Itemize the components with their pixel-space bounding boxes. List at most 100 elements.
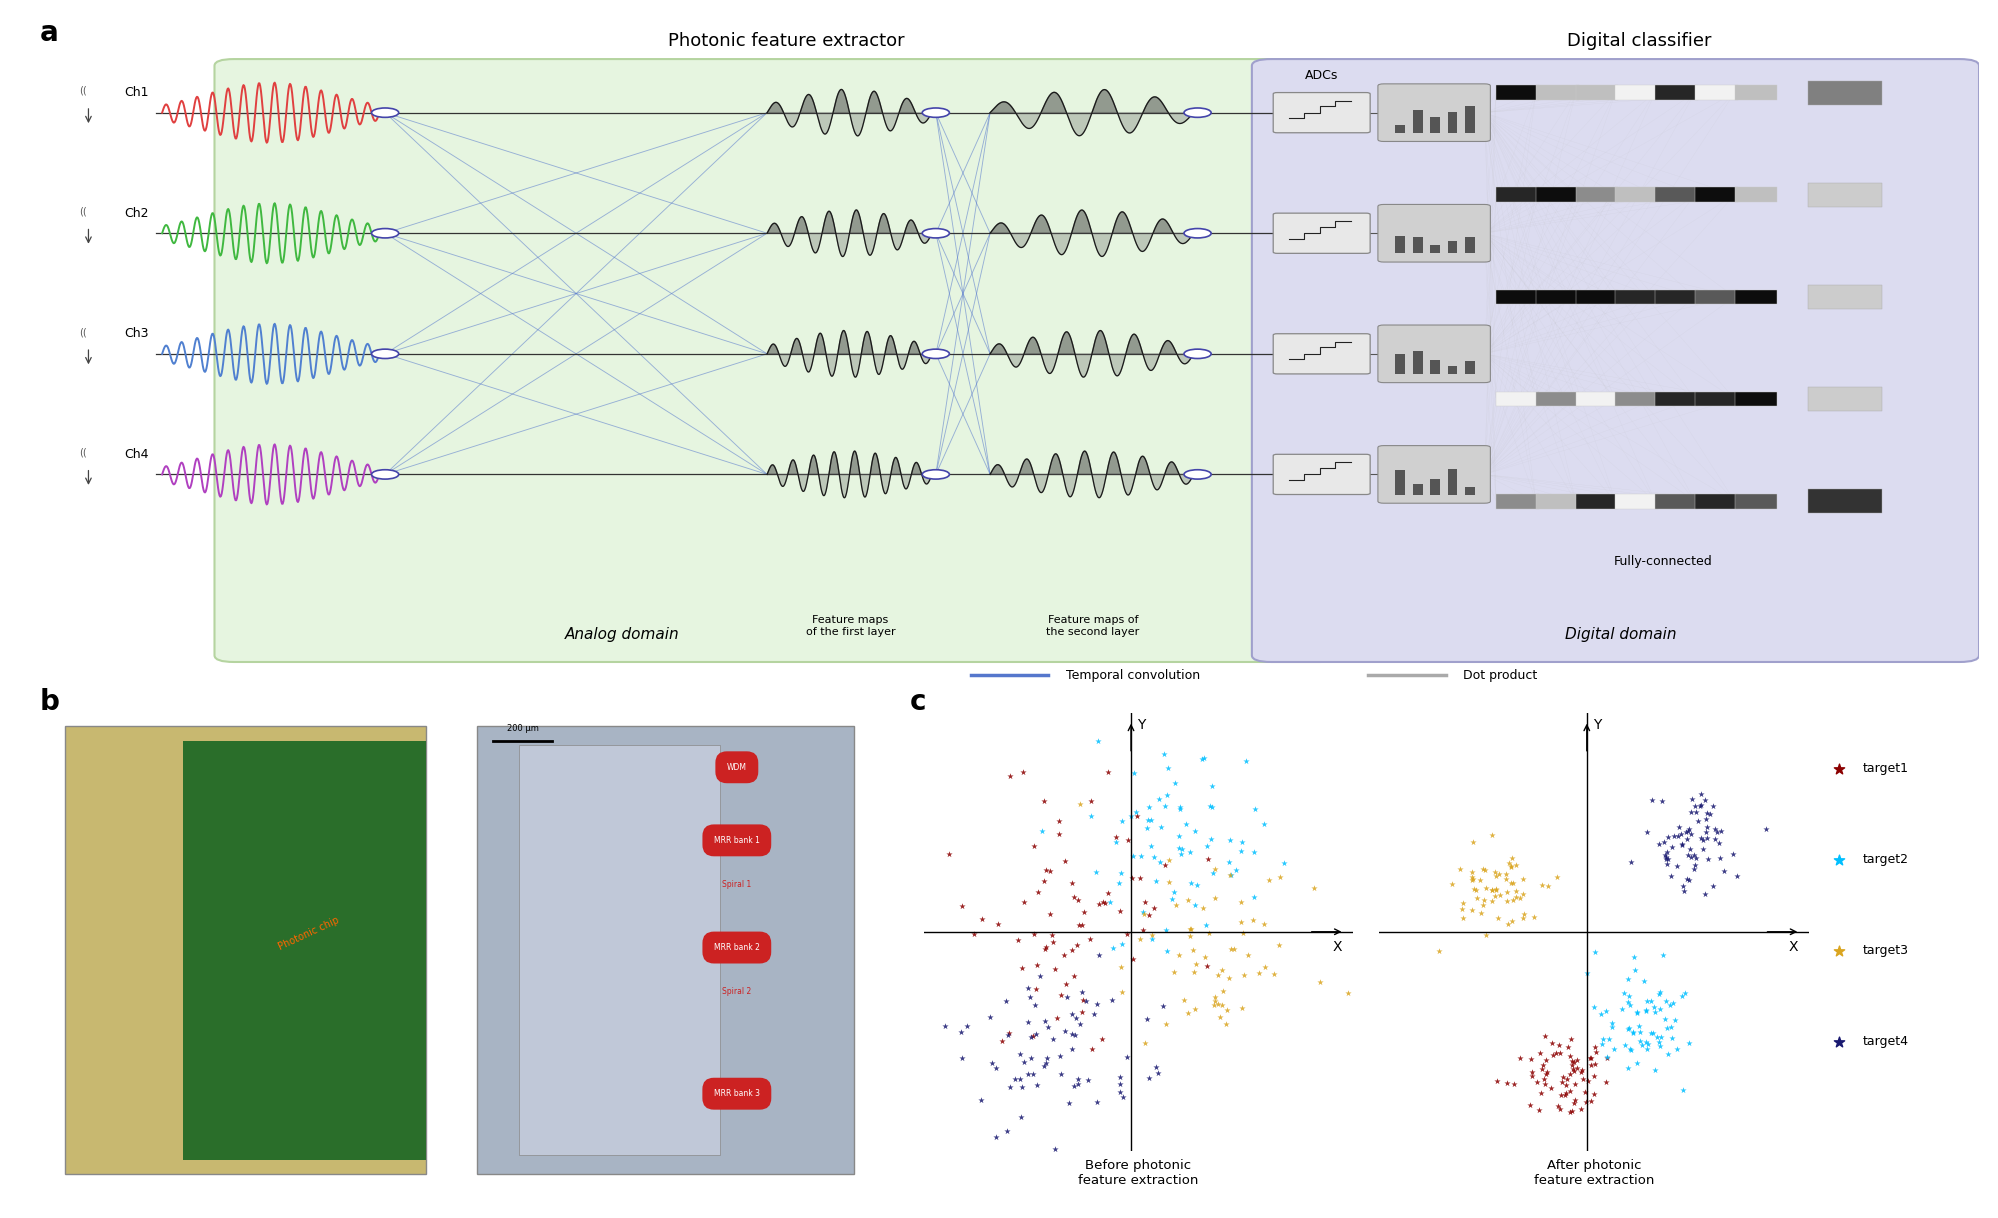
Point	[1029, 1054, 1061, 1073]
Point	[1073, 929, 1105, 949]
Bar	[1574, 290, 1618, 304]
Text: Digital domain: Digital domain	[1564, 627, 1674, 642]
Bar	[1534, 392, 1578, 407]
Point	[1263, 935, 1295, 955]
Point	[1684, 795, 1716, 815]
Bar	[1694, 493, 1736, 509]
Point	[1479, 862, 1510, 882]
Point	[1199, 860, 1231, 879]
Point	[1550, 1075, 1582, 1095]
Circle shape	[372, 229, 398, 238]
Point	[1578, 1037, 1610, 1056]
Point	[1672, 871, 1704, 890]
Point	[1654, 837, 1686, 856]
Point	[1628, 1033, 1660, 1052]
Bar	[1614, 290, 1656, 304]
Point	[1648, 848, 1680, 867]
Point	[1111, 831, 1143, 850]
Bar	[1534, 188, 1578, 202]
Point	[1163, 797, 1195, 816]
Point	[1497, 890, 1528, 910]
Point	[1612, 993, 1644, 1012]
Point	[1576, 998, 1608, 1017]
Text: Ch1: Ch1	[124, 86, 150, 100]
Point	[1103, 1067, 1135, 1086]
Point	[1163, 838, 1195, 857]
Point	[1548, 1085, 1580, 1105]
Bar	[1413, 484, 1423, 495]
Point	[1201, 966, 1233, 985]
Point	[1568, 1083, 1600, 1102]
Point	[1003, 1069, 1035, 1089]
Bar	[1429, 117, 1439, 133]
Point	[1457, 868, 1489, 888]
Point	[1666, 1080, 1698, 1100]
Point	[1634, 991, 1666, 1011]
Point	[1029, 1011, 1061, 1030]
Point	[1057, 888, 1089, 907]
Point	[1590, 1049, 1622, 1068]
Point	[1303, 972, 1335, 991]
Point	[1479, 881, 1510, 900]
Point	[1165, 844, 1197, 864]
Point	[1061, 935, 1093, 955]
Point	[1061, 890, 1093, 910]
Point	[1125, 929, 1157, 949]
Point	[1017, 837, 1049, 856]
Point	[1502, 888, 1534, 907]
Point	[1461, 889, 1493, 909]
FancyBboxPatch shape	[1377, 325, 1491, 382]
Bar	[1447, 112, 1457, 133]
Point	[1584, 1005, 1616, 1024]
Point	[1638, 1002, 1670, 1022]
Point	[1646, 945, 1678, 965]
Point	[1091, 762, 1123, 782]
Text: Feature maps
of the first layer: Feature maps of the first layer	[805, 615, 895, 637]
Point	[1642, 999, 1674, 1018]
Point	[1225, 842, 1257, 861]
Point	[1475, 826, 1506, 845]
Point	[1019, 979, 1051, 999]
Point	[1688, 790, 1720, 810]
Point	[979, 1058, 1011, 1078]
FancyBboxPatch shape	[517, 745, 719, 1155]
Bar	[1413, 351, 1423, 374]
Point	[1021, 1075, 1053, 1095]
Text: Ch4: Ch4	[124, 448, 150, 462]
Point	[1211, 1000, 1243, 1019]
Text: ((: ((	[78, 86, 86, 96]
Point	[1650, 854, 1682, 873]
Point	[1267, 853, 1299, 872]
Point	[1644, 792, 1676, 811]
Point	[979, 1128, 1011, 1147]
Point	[1469, 926, 1500, 945]
Point	[1483, 865, 1514, 884]
Point	[945, 896, 977, 916]
Point	[1075, 806, 1107, 826]
Point	[1061, 1074, 1093, 1094]
Point	[1263, 867, 1295, 887]
Bar	[1465, 487, 1475, 495]
Point	[1153, 872, 1185, 892]
Point	[1558, 1090, 1590, 1110]
Point	[1578, 1043, 1610, 1062]
Point	[965, 1090, 997, 1110]
Point	[1105, 983, 1137, 1002]
Point	[1107, 1086, 1139, 1106]
Point	[1135, 810, 1167, 829]
Point	[1031, 1049, 1063, 1068]
Point	[1049, 974, 1081, 994]
Point	[1702, 848, 1734, 867]
Point	[1682, 811, 1714, 831]
Point	[1045, 985, 1077, 1005]
Point	[1179, 821, 1211, 840]
Point	[1157, 962, 1189, 982]
Point	[1199, 987, 1231, 1006]
Point	[1099, 828, 1131, 848]
FancyBboxPatch shape	[1273, 334, 1369, 374]
Bar	[1694, 392, 1736, 407]
Point	[1588, 1072, 1620, 1091]
Point	[1556, 1058, 1588, 1078]
Text: Dot product: Dot product	[1455, 669, 1536, 682]
Point	[1493, 854, 1524, 873]
